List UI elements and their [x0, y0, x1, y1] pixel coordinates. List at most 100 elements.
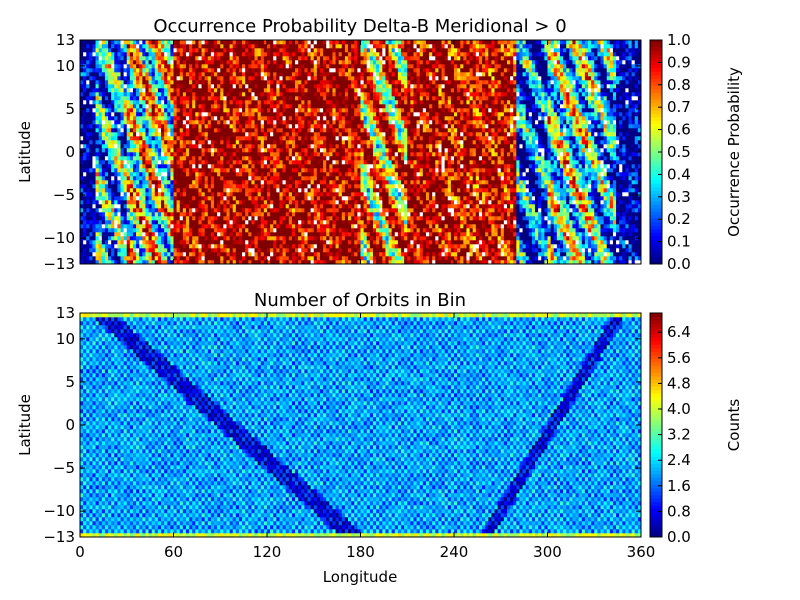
- heatmap-cell: [151, 196, 156, 201]
- heatmap-cell-missing: [164, 172, 168, 177]
- heatmap-cell: [108, 116, 112, 121]
- heatmap-cell: [217, 172, 221, 177]
- heatmap-cell: [248, 80, 252, 85]
- heatmap-cell-missing: [123, 84, 128, 89]
- heatmap-cell: [254, 52, 258, 57]
- heatmap-cell: [242, 172, 246, 177]
- heatmap-cell: [164, 188, 168, 193]
- heatmap-cell: [142, 200, 146, 205]
- heatmap-cell: [298, 52, 302, 57]
- heatmap-cell: [108, 100, 112, 105]
- heatmap-cell: [226, 124, 230, 129]
- heatmap-cell: [354, 112, 358, 117]
- heatmap-cell: [179, 148, 184, 153]
- heatmap-cell: [129, 80, 134, 85]
- heatmap-cell: [201, 180, 205, 185]
- heatmap-cell: [351, 192, 355, 197]
- heatmap-cell: [273, 116, 277, 121]
- heatmap-cell: [189, 232, 193, 237]
- heatmap-cell: [223, 260, 227, 265]
- heatmap-cell: [83, 112, 87, 117]
- heatmap-cell: [104, 120, 109, 125]
- heatmap-cell: [154, 116, 159, 121]
- heatmap-cell: [285, 48, 290, 53]
- heatmap-cell: [341, 248, 346, 253]
- heatmap-cell: [89, 136, 93, 141]
- heatmap-cell: [270, 84, 274, 89]
- heatmap-cell: [313, 256, 318, 261]
- heatmap-cell: [319, 52, 324, 57]
- heatmap-cell: [170, 44, 174, 49]
- heatmap-cell: [223, 84, 227, 89]
- heatmap-cell: [263, 52, 268, 57]
- heatmap-cell: [210, 168, 215, 173]
- heatmap-cell: [257, 180, 262, 185]
- heatmap-cell: [185, 68, 190, 73]
- heatmap-cell: [120, 260, 124, 265]
- heatmap-cell: [98, 116, 103, 121]
- heatmap-cell: [298, 208, 302, 213]
- heatmap-cell: [341, 108, 346, 113]
- heatmap-cell: [248, 252, 252, 257]
- heatmap-cell: [338, 216, 343, 221]
- heatmap-cell: [86, 212, 90, 217]
- heatmap-cell: [176, 96, 181, 101]
- heatmap-cell: [89, 240, 93, 245]
- heatmap-cell: [198, 260, 202, 265]
- heatmap-cell: [142, 260, 146, 265]
- heatmap-cell: [254, 104, 258, 109]
- heatmap-cell: [129, 52, 134, 57]
- heatmap-cell: [126, 208, 131, 213]
- heatmap-cell: [182, 172, 187, 177]
- heatmap-cell: [80, 248, 84, 253]
- heatmap-cell: [270, 88, 274, 93]
- heatmap-cell: [344, 260, 349, 265]
- heatmap-cell: [354, 128, 358, 133]
- heatmap-cell: [111, 144, 115, 149]
- heatmap-cell: [310, 76, 315, 81]
- heatmap-cell: [307, 176, 311, 181]
- heatmap-cell: [254, 108, 258, 113]
- heatmap-cell: [291, 232, 296, 237]
- heatmap-cell: [251, 176, 255, 181]
- heatmap-cell: [301, 148, 305, 153]
- heatmap-cell: [295, 248, 299, 253]
- heatmap-cell: [226, 180, 230, 185]
- heatmap-cell: [129, 116, 134, 121]
- heatmap-cell: [145, 160, 149, 165]
- heatmap-cell: [182, 144, 187, 149]
- heatmap-cell: [235, 180, 240, 185]
- heatmap-cell: [111, 116, 115, 121]
- heatmap-cell: [129, 128, 134, 133]
- heatmap-cell: [220, 164, 224, 169]
- heatmap-cell: [170, 144, 174, 149]
- heatmap-cell: [273, 236, 277, 241]
- heatmap-cell: [185, 196, 190, 201]
- heatmap-cell: [142, 132, 146, 137]
- heatmap-cell: [204, 232, 209, 237]
- heatmap-cell: [273, 232, 277, 237]
- heatmap-cell: [210, 144, 215, 149]
- heatmap-cell: [248, 168, 252, 173]
- heatmap-cell: [282, 44, 286, 49]
- heatmap-cell: [151, 180, 156, 185]
- heatmap-cell: [301, 256, 305, 261]
- heatmap-cell: [145, 204, 149, 209]
- heatmap-cell: [304, 160, 308, 165]
- heatmap-cell: [170, 64, 174, 69]
- heatmap-cell: [245, 160, 249, 165]
- heatmap-cell: [295, 88, 299, 93]
- heatmap-cell: [316, 136, 321, 141]
- heatmap-cell: [285, 44, 290, 49]
- heatmap-cell: [307, 208, 311, 213]
- heatmap-cell: [238, 88, 243, 93]
- heatmap-cell: [351, 100, 355, 105]
- heatmap-cell: [232, 184, 237, 189]
- heatmap-cell: [195, 148, 199, 153]
- heatmap-cell: [136, 140, 140, 145]
- heatmap-cell: [276, 228, 280, 233]
- heatmap-cell: [207, 40, 212, 45]
- heatmap-cell: [161, 144, 165, 149]
- heatmap-cell: [151, 156, 156, 161]
- heatmap-cell-missing: [307, 76, 311, 81]
